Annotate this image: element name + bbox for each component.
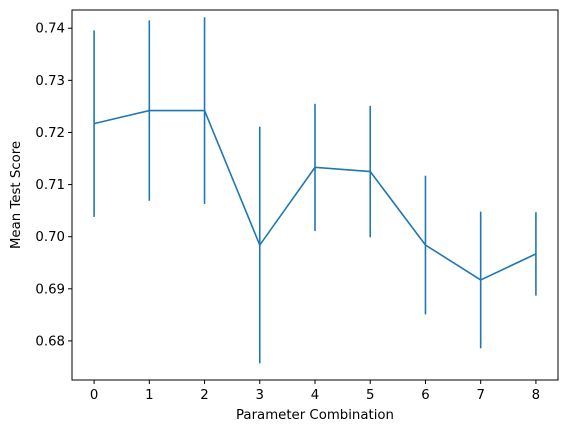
y-tick-label: 0.71: [35, 178, 65, 193]
x-tick-label: 4: [311, 388, 319, 403]
x-tick-label: 0: [90, 388, 98, 403]
x-tick-label: 2: [200, 388, 208, 403]
y-tick-label: 0.74: [35, 22, 65, 37]
y-tick-label: 0.72: [35, 126, 65, 141]
x-tick-label: 8: [532, 388, 540, 403]
x-tick-label: 5: [366, 388, 374, 403]
y-tick-label: 0.70: [35, 230, 65, 245]
y-tick-label: 0.69: [35, 282, 65, 297]
x-tick-label: 1: [145, 388, 153, 403]
y-tick-label: 0.73: [35, 74, 65, 89]
x-tick-label: 3: [256, 388, 264, 403]
x-axis-label: Parameter Combination: [236, 408, 394, 423]
x-tick-label: 7: [476, 388, 484, 403]
y-tick-label: 0.68: [35, 334, 65, 349]
y-axis-ticks: 0.68 0.69 0.70 0.71 0.72 0.73 0.74: [35, 22, 72, 349]
x-tick-label: 6: [421, 388, 429, 403]
series-line: [93, 109, 537, 281]
x-axis-ticks: 0 1 2 3 4 5 6 7 8: [90, 380, 540, 403]
y-axis-label: Mean Test Score: [9, 141, 24, 249]
